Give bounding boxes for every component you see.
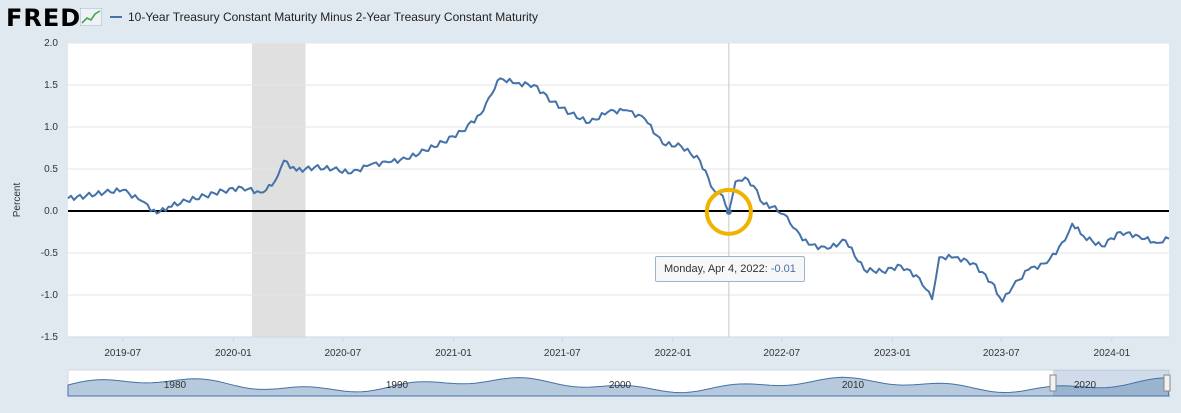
navigator-label: 2010	[842, 380, 865, 391]
legend[interactable]: 10-Year Treasury Constant Maturity Minus…	[110, 10, 538, 24]
y-axis-label: Percent	[12, 183, 23, 218]
tooltip-label: Monday, Apr 4, 2022:	[664, 263, 768, 275]
x-tick-label: 2022-07	[763, 348, 800, 359]
x-tick-label: 2021-01	[435, 348, 472, 359]
navigator-left-handle[interactable]	[1049, 374, 1057, 392]
fred-logo[interactable]: FRED	[6, 4, 82, 32]
legend-series-label: 10-Year Treasury Constant Maturity Minus…	[128, 10, 538, 24]
tooltip-value: -0.01	[770, 263, 796, 275]
legend-swatch	[110, 16, 122, 18]
x-tick-label: 2021-07	[544, 348, 581, 359]
recession-band	[252, 43, 306, 337]
fred-graph-icon	[80, 8, 102, 26]
navigator: 1980 1990 2000 2010 2020	[67, 369, 1171, 397]
y-tick-label: 1.5	[44, 80, 58, 91]
series-line[interactable]	[67, 77, 1170, 303]
navigator-series	[67, 376, 1170, 397]
navigator-label: 2020	[1074, 380, 1097, 391]
x-tick-label: 2020-07	[324, 348, 361, 359]
navigator-label: 2000	[609, 380, 632, 391]
y-tick-label: 2.0	[44, 38, 58, 49]
navigator-label: 1980	[164, 380, 187, 391]
x-tick-label: 2024-01	[1094, 348, 1131, 359]
y-tick-label: 0.0	[44, 206, 58, 217]
chart-header: FRED 10-Year Treasury Constant Maturity …	[0, 0, 1181, 34]
tooltip: Monday, Apr 4, 2022: -0.01	[655, 256, 805, 282]
y-tick-label: 1.0	[44, 122, 58, 133]
navigator-right-handle[interactable]	[1163, 374, 1171, 392]
x-tick-label: 2020-01	[215, 348, 252, 359]
x-tick-label: 2023-07	[983, 348, 1020, 359]
y-tick-label: -0.5	[41, 248, 59, 259]
y-tick-label: -1.5	[41, 332, 59, 343]
x-axis: 2019-07 2020-01 2020-07 2021-01 2021-07 2022-…	[68, 336, 1169, 359]
navigator-label: 1990	[386, 380, 409, 391]
y-axis: 2.0 1.5 1.0 0.5 0.0 -0.5 -1.0 -1.5	[41, 38, 59, 343]
x-tick-label: 2019-07	[104, 348, 141, 359]
highlight-point[interactable]	[725, 208, 732, 215]
navigator-selection[interactable]	[1053, 370, 1169, 396]
highlight-circle	[704, 187, 753, 236]
y-tick-label: 0.5	[44, 164, 58, 175]
x-tick-label: 2022-01	[655, 348, 692, 359]
x-tick-label: 2023-01	[874, 348, 911, 359]
y-tick-label: -1.0	[41, 290, 59, 301]
